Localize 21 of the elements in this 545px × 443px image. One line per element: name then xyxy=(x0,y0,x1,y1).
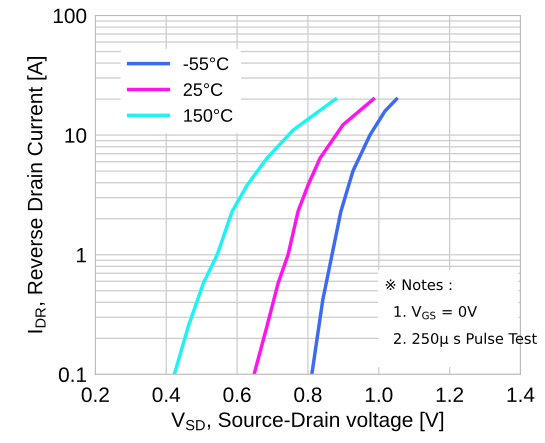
x-tick-label: 1.4 xyxy=(508,388,534,402)
legend-label: 25°C xyxy=(184,83,222,96)
line-series xyxy=(252,97,376,374)
legend-label: 150°C xyxy=(184,109,232,122)
x-tick-label: 1.2 xyxy=(436,387,464,402)
annotation: 2. 250μ s Pulse Test xyxy=(394,332,537,347)
y-axis-title: I$_{DR}$, Reverse Drain Current [A] xyxy=(27,57,47,332)
x-tick-label: 0.4 xyxy=(152,387,180,402)
x-tick-label: 0.8 xyxy=(294,387,322,402)
x-tick-label: 1.0 xyxy=(366,387,392,402)
y-tick-label: 1 xyxy=(77,248,86,262)
x-axis-title: V$_{SD}$, Source-Drain voltage [V] xyxy=(171,412,444,432)
x-tick-label: 0.2 xyxy=(82,387,109,402)
annotation: ※ Notes : xyxy=(386,279,452,290)
line-series xyxy=(172,97,338,374)
annotation: 1. V$_{GS}$ = 0V xyxy=(394,306,478,320)
x-tick-label: 0.6 xyxy=(223,387,251,402)
y-tick-label: 100 xyxy=(54,8,86,24)
legend-label: -55°C xyxy=(184,57,228,70)
y-tick-label: 10 xyxy=(65,128,86,143)
y-tick-label: 0.1 xyxy=(58,367,86,382)
